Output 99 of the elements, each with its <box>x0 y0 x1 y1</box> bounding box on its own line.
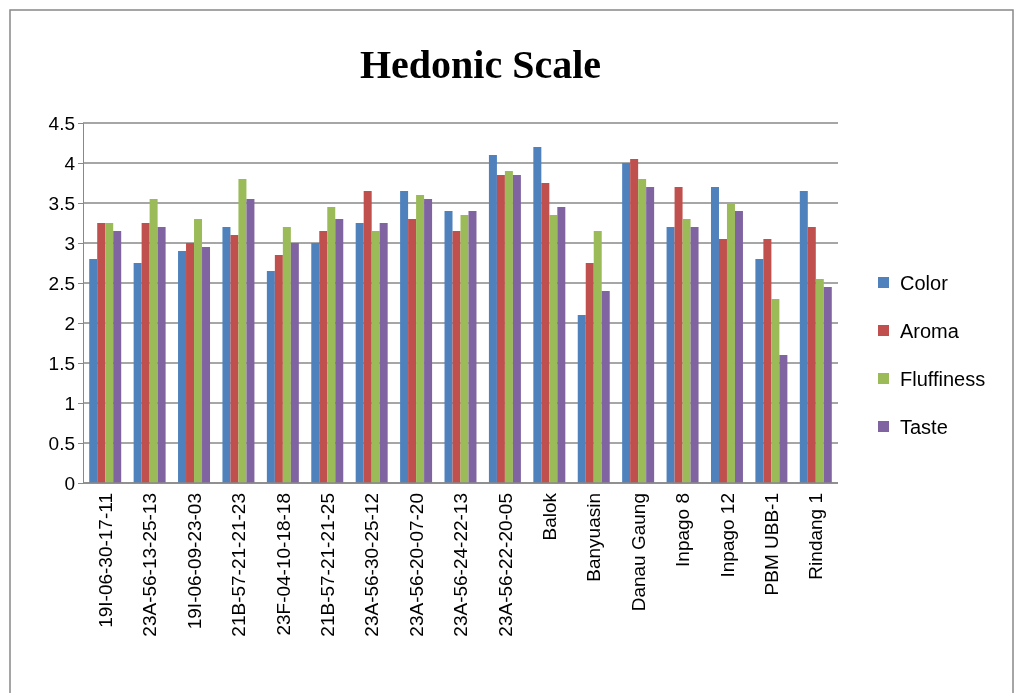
bar <box>133 263 142 483</box>
bar <box>194 219 203 483</box>
x-tick-label: Rindang 1 <box>805 493 827 580</box>
bar <box>444 211 453 483</box>
bar <box>799 191 808 483</box>
bar <box>763 239 772 483</box>
x-tick-label: Banyuasin <box>583 493 605 582</box>
bar <box>202 247 211 483</box>
bar <box>266 271 275 483</box>
x-tick-label: Inpago 12 <box>716 493 738 578</box>
x-tick-label: Inpago 8 <box>672 493 694 567</box>
bar <box>416 195 425 483</box>
x-tick-label: PBM UBB-1 <box>761 493 783 596</box>
bar <box>771 299 780 483</box>
bar <box>371 231 380 483</box>
x-tick-label: 19I-06-30-17-11 <box>94 493 116 628</box>
bar <box>89 259 98 483</box>
bar <box>230 235 239 483</box>
bar <box>666 227 675 483</box>
bar <box>335 219 344 483</box>
bar <box>408 219 417 483</box>
y-tick-label: 2.5 <box>48 272 75 294</box>
y-tick-label: 0 <box>64 472 75 494</box>
x-tick-label: 23A-56-13-25-13 <box>139 493 161 637</box>
y-tick-label: 1 <box>64 392 75 414</box>
y-tick-label: 2 <box>64 312 75 334</box>
bar <box>690 227 699 483</box>
bar <box>682 219 691 483</box>
y-tick-label: 3 <box>64 232 75 254</box>
bar <box>222 227 231 483</box>
bar <box>400 191 409 483</box>
bar <box>734 211 743 483</box>
bar <box>282 227 291 483</box>
y-tick-label: 0.5 <box>48 432 75 454</box>
bar <box>815 279 824 483</box>
bar <box>504 171 513 483</box>
bar <box>311 243 320 483</box>
bar <box>424 199 433 483</box>
bar <box>274 255 283 483</box>
legend-label: Color <box>900 272 949 294</box>
bar <box>149 199 158 483</box>
bar <box>533 147 542 483</box>
bar <box>755 259 764 483</box>
bar <box>355 223 364 483</box>
bar <box>557 207 566 483</box>
x-tick-label: 19I-06-09-23-03 <box>183 493 205 630</box>
bar <box>186 243 195 483</box>
bar <box>319 231 328 483</box>
bar <box>157 227 166 483</box>
y-tick-label: 1.5 <box>48 352 75 374</box>
bar <box>601 291 610 483</box>
bar <box>638 179 647 483</box>
legend-label: Taste <box>900 416 948 438</box>
x-tick-label: 23A-56-30-25-12 <box>361 493 383 637</box>
x-tick-label: 21B-57-21-21-23 <box>228 493 250 637</box>
bar <box>674 187 683 483</box>
bar <box>779 355 788 483</box>
x-tick-label: 23A-56-24-22-13 <box>450 493 472 637</box>
y-tick-label: 4.5 <box>48 112 75 134</box>
bar <box>646 187 655 483</box>
bar <box>97 223 106 483</box>
bar <box>468 211 477 483</box>
bar <box>593 231 602 483</box>
x-tick-label: 21B-57-21-21-25 <box>316 493 338 637</box>
bar <box>718 239 727 483</box>
bar <box>178 251 187 483</box>
x-tick-label: 23F-04-10-18-18 <box>272 493 294 636</box>
legend-label: Aroma <box>900 320 960 342</box>
bar <box>496 175 505 483</box>
bar <box>246 199 255 483</box>
x-tick-label: Danau Gaung <box>627 493 649 612</box>
x-tick-label: Balok <box>538 492 560 541</box>
bar <box>327 207 336 483</box>
bar <box>290 243 299 483</box>
bar <box>363 191 372 483</box>
bar <box>488 155 497 483</box>
bar <box>105 223 114 483</box>
bar <box>141 223 150 483</box>
bar <box>577 315 586 483</box>
bar <box>549 215 558 483</box>
bar <box>807 227 816 483</box>
bar <box>512 175 521 483</box>
bar <box>823 287 832 483</box>
bar <box>585 263 594 483</box>
bar <box>630 159 639 483</box>
bar <box>622 163 631 483</box>
chart-title: Hedonic Scale <box>359 42 602 87</box>
bar <box>113 231 122 483</box>
x-tick-label: 23A-56-22-20-05 <box>494 493 516 637</box>
bar <box>541 183 550 483</box>
y-tick-label: 4 <box>64 152 76 174</box>
y-tick-label: 3.5 <box>48 192 75 214</box>
x-tick-label: 23A-56-20-07-20 <box>405 493 427 637</box>
bar <box>452 231 461 483</box>
legend-label: Fluffiness <box>900 368 986 390</box>
bar <box>710 187 719 483</box>
bar <box>379 223 388 483</box>
bar <box>238 179 247 483</box>
bar <box>726 203 735 483</box>
